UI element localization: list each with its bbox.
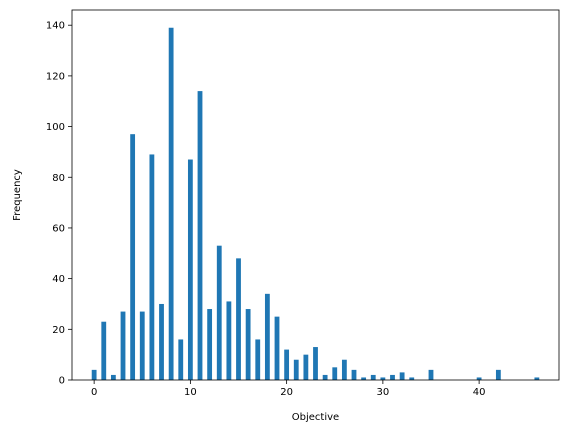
histogram-bar bbox=[534, 377, 540, 380]
histogram-bar bbox=[101, 321, 107, 380]
x-axis-ticks: 0 10 20 30 40 bbox=[91, 380, 486, 398]
x-tick-label: 20 bbox=[280, 387, 293, 398]
y-axis-label: Frequency bbox=[12, 169, 23, 221]
histogram-bar bbox=[216, 245, 222, 380]
histogram-bar bbox=[322, 374, 328, 380]
histogram-bar bbox=[341, 359, 347, 380]
histogram-bar bbox=[495, 369, 501, 380]
histogram-bar bbox=[110, 374, 116, 380]
histogram-bar bbox=[428, 369, 434, 380]
y-tick-label: 80 bbox=[52, 173, 65, 184]
histogram-bar bbox=[226, 301, 232, 380]
x-tick-label: 10 bbox=[184, 387, 197, 398]
y-tick-label: 0 bbox=[59, 376, 65, 387]
histogram-bar bbox=[399, 372, 405, 380]
histogram-bar bbox=[476, 377, 482, 380]
histogram-bar bbox=[168, 27, 174, 381]
histogram-bar bbox=[370, 374, 376, 380]
bars-group bbox=[91, 27, 540, 381]
histogram-bar bbox=[187, 159, 193, 380]
histogram-bar bbox=[207, 309, 213, 380]
histogram-bar bbox=[361, 377, 367, 380]
x-axis-label: Objective bbox=[292, 412, 339, 423]
histogram-bar bbox=[264, 293, 270, 380]
histogram-bar bbox=[303, 354, 309, 380]
y-axis-ticks: 0 20 40 60 80 100 120 140 bbox=[46, 21, 72, 387]
y-tick-label: 40 bbox=[52, 274, 65, 285]
histogram-bar bbox=[130, 134, 136, 380]
y-tick-label: 60 bbox=[52, 223, 65, 234]
histogram-bar bbox=[313, 347, 318, 380]
y-tick-label: 20 bbox=[52, 325, 65, 336]
histogram-bar bbox=[197, 91, 203, 381]
histogram-bar bbox=[409, 377, 415, 380]
histogram-bar bbox=[178, 339, 184, 380]
x-tick-label: 0 bbox=[91, 387, 97, 398]
histogram-bar bbox=[236, 258, 241, 380]
histogram-bar bbox=[274, 316, 280, 380]
plot-frame bbox=[71, 9, 560, 381]
y-tick-label: 120 bbox=[46, 71, 65, 82]
histogram-bar bbox=[255, 339, 261, 380]
histogram-bar bbox=[380, 377, 386, 380]
histogram-bar bbox=[351, 369, 357, 380]
histogram-bar bbox=[120, 311, 126, 380]
x-tick-label: 40 bbox=[473, 387, 486, 398]
y-tick-label: 100 bbox=[46, 122, 65, 133]
histogram-bar bbox=[390, 374, 395, 380]
histogram-bar bbox=[245, 309, 251, 380]
histogram-bar bbox=[159, 303, 164, 380]
plot-area bbox=[71, 9, 560, 381]
x-tick-label: 30 bbox=[377, 387, 390, 398]
histogram-bar bbox=[139, 311, 145, 380]
histogram-bar bbox=[91, 369, 97, 380]
histogram-bar bbox=[284, 349, 290, 380]
histogram-bar bbox=[149, 154, 155, 380]
histogram-bar bbox=[293, 359, 299, 380]
histogram-bar bbox=[332, 367, 338, 380]
y-tick-label: 140 bbox=[46, 21, 65, 32]
